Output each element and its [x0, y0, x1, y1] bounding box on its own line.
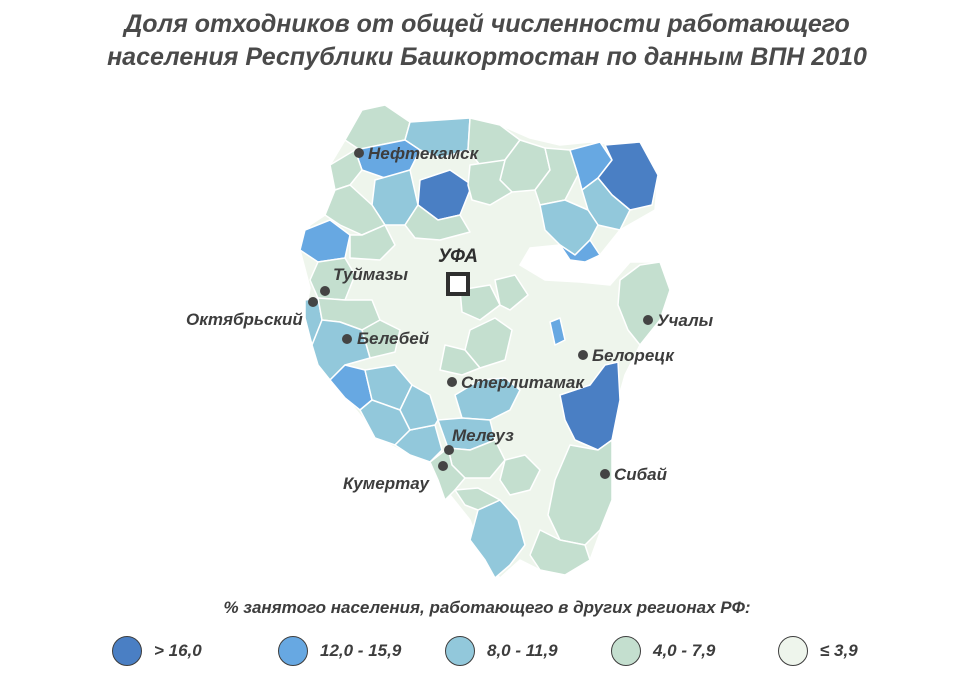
legend-swatch-2 — [278, 636, 308, 666]
city-markers — [308, 148, 653, 479]
marker-uchaly — [643, 315, 653, 325]
marker-tuymazy — [320, 286, 330, 296]
region-nw-10 — [349, 224, 396, 261]
legend-label-4: 4,0 - 7,9 — [653, 641, 716, 660]
capital-marker — [446, 272, 470, 296]
region-sibay — [547, 439, 613, 546]
marker-belebey — [342, 334, 352, 344]
region-s-3 — [454, 487, 501, 511]
marker-meleuz — [444, 445, 454, 455]
legend-item-1: > 16,0 — [112, 636, 202, 666]
label-neftekamsk: Нефтекамск — [368, 144, 480, 163]
capital-label: УФА — [438, 246, 478, 267]
legend: > 16,0 12,0 - 15,9 8,0 - 11,9 4,0 - 7,9 … — [0, 636, 974, 666]
marker-sibay — [600, 469, 610, 479]
region-ne-5 — [559, 239, 601, 263]
label-uchaly: Учалы — [657, 311, 714, 330]
district-polygons — [299, 104, 671, 579]
legend-title: % занятого населения, работающего в друг… — [223, 598, 751, 617]
title-line-1: Доля отходников от общей численности раб… — [124, 10, 850, 38]
marker-beloretsk — [578, 350, 588, 360]
legend-item-2: 12,0 - 15,9 — [278, 636, 401, 666]
legend-item-4: 4,0 - 7,9 — [611, 636, 715, 666]
legend-swatch-5 — [778, 636, 808, 666]
label-meleuz: Мелеуз — [452, 426, 514, 445]
marker-oktyabrsky — [308, 297, 318, 307]
legend-item-3: 8,0 - 11,9 — [445, 636, 558, 666]
marker-sterlitamak — [447, 377, 457, 387]
legend-label-5: ≤ 3,9 — [820, 641, 858, 660]
legend-label-1: > 16,0 — [154, 641, 202, 660]
map-title: Доля отходников от общей численности раб… — [0, 8, 974, 74]
label-belebey: Белебей — [357, 329, 430, 348]
label-tuymazy: Туймазы — [333, 265, 409, 284]
legend-swatch-3 — [445, 636, 475, 666]
label-kumertau: Кумертау — [343, 474, 430, 493]
label-sibay: Сибай — [614, 465, 668, 484]
region-c-4 — [439, 344, 481, 376]
region-nw-4 — [329, 149, 363, 191]
region-e-1 — [549, 317, 566, 346]
region-s-4 — [499, 454, 541, 496]
region-w-2 — [361, 319, 401, 359]
region-belebey — [311, 319, 371, 381]
label-beloretsk: Белорецк — [592, 346, 675, 365]
region-n-2 — [467, 159, 513, 206]
title-line-2: населения Республики Башкортостан по дан… — [107, 43, 867, 71]
region-se-1 — [529, 529, 591, 576]
marker-neftekamsk — [354, 148, 364, 158]
legend-swatch-4 — [611, 636, 641, 666]
legend-swatch-1 — [112, 636, 142, 666]
region-nw-8 — [404, 204, 471, 241]
label-sterlitamak: Стерлитамак — [461, 373, 585, 392]
region-abzelil — [559, 361, 621, 451]
region-neftekamsk — [354, 139, 421, 179]
region-uchaly — [617, 261, 671, 346]
region-s-2 — [469, 499, 526, 579]
region-c-2 — [494, 274, 529, 311]
legend-label-3: 8,0 - 11,9 — [487, 641, 558, 660]
legend-item-5: ≤ 3,9 — [778, 636, 858, 666]
label-oktyabrsky: Октябрьский — [186, 310, 303, 329]
legend-label-2: 12,0 - 15,9 — [320, 641, 402, 660]
marker-kumertau — [438, 461, 448, 471]
